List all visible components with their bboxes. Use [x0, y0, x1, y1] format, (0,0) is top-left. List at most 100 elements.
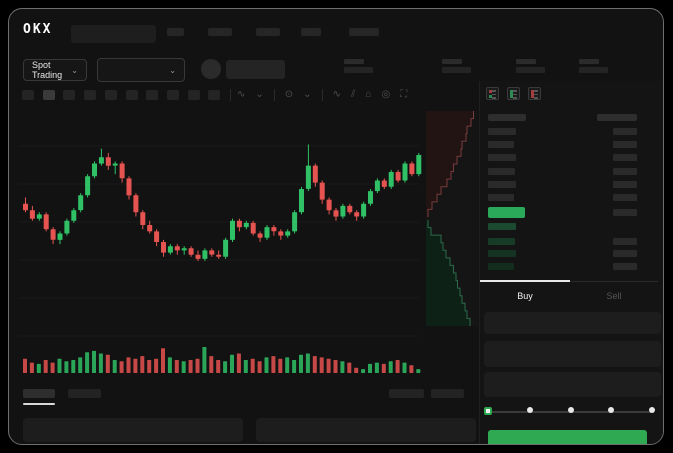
nav-item[interactable] [256, 28, 280, 36]
camera-icon[interactable]: ⌂ [365, 89, 372, 100]
timeframe-button[interactable] [125, 90, 138, 100]
active-tab-underline [23, 403, 55, 405]
timeframe-button[interactable] [187, 90, 200, 100]
timeframe-button[interactable] [146, 90, 159, 100]
nav-item[interactable] [349, 28, 379, 36]
slider-handle[interactable] [484, 407, 492, 415]
tab-sell[interactable]: Sell [606, 291, 622, 301]
bottom-tab[interactable] [23, 389, 55, 398]
market-type-label: Spot Trading [32, 60, 63, 80]
measure-icon[interactable]: ⫽ [350, 89, 356, 100]
ask-amount-bar [613, 181, 637, 188]
app-window: OKX Spot Trading ⌄ ⌄ ∿ ⌄ ⊙ ⌄ ∿ ⫽ ⌂ ◎ ⛶ [8, 8, 664, 445]
bid-amount-bar [613, 238, 637, 245]
last-price-badge [488, 207, 525, 218]
chevron-down-icon[interactable]: ⌄ [255, 89, 264, 100]
fullscreen-icon[interactable]: ⛶ [400, 89, 408, 100]
last-price-placeholder [226, 60, 285, 79]
slider-dot[interactable] [649, 407, 655, 413]
ask-row[interactable] [480, 154, 658, 161]
chevron-down-icon: ⌄ [169, 65, 176, 75]
bottom-panel[interactable] [23, 418, 243, 442]
ticker-stat-value [442, 67, 471, 73]
chart-tools: ∿ ⌄ ⊙ ⌄ ∿ ⫽ ⌂ ◎ ⛶ [237, 88, 407, 102]
chevron-down-icon[interactable]: ⌄ [303, 89, 312, 100]
okx-logo: OKX [23, 22, 53, 37]
bid-price-bar [488, 238, 515, 245]
timeframe-button[interactable] [104, 90, 117, 100]
slider-dot[interactable] [526, 407, 533, 413]
ticker-stat-value [344, 67, 373, 73]
slider-dot[interactable] [608, 407, 615, 413]
line-style-icon[interactable]: ∿ [332, 89, 341, 100]
bid-price-bar [488, 263, 514, 270]
bid-row[interactable] [480, 250, 658, 257]
buy-submit-button[interactable] [488, 430, 647, 444]
ticker-row: Spot Trading ⌄ ⌄ [9, 49, 663, 85]
timeframe-button[interactable] [63, 90, 76, 100]
ticker-stat-label [344, 59, 364, 64]
bid-row[interactable] [480, 238, 658, 245]
bid-price-bar [488, 223, 516, 230]
settings-icon[interactable]: ◎ [381, 89, 391, 100]
pair-selector[interactable]: ⌄ [97, 58, 185, 82]
ask-row[interactable] [480, 128, 658, 135]
order-price-field[interactable] [484, 312, 661, 334]
ask-amount-bar [613, 194, 637, 201]
ask-amount-bar [613, 168, 637, 175]
timeframe-button[interactable] [22, 90, 34, 100]
timeframe-button[interactable] [84, 90, 97, 100]
orderbook-trade-panel: Buy Sell [479, 81, 663, 444]
ask-row[interactable] [480, 168, 658, 175]
percent-slider[interactable] [484, 407, 655, 419]
ask-row[interactable] [480, 181, 658, 188]
ask-amount-bar [613, 154, 637, 161]
ask-price-bar [488, 194, 514, 201]
candlestick-svg [19, 144, 422, 373]
nav-item[interactable] [167, 28, 184, 36]
ask-row[interactable] [480, 141, 658, 148]
search-input[interactable] [71, 25, 156, 43]
bottom-panel[interactable] [256, 418, 476, 442]
tab-buy[interactable]: Buy [517, 291, 533, 301]
ticker-stat-value [516, 67, 545, 73]
coin-avatar [201, 59, 221, 79]
ask-price-bar [488, 141, 514, 148]
active-tab-indicator [480, 280, 570, 282]
ask-amount-bar [613, 128, 637, 135]
slider-dot[interactable] [567, 407, 574, 413]
order-total-field[interactable] [484, 372, 661, 397]
indicator-icon[interactable]: ∿ [237, 89, 246, 100]
orderbook-rows [480, 81, 658, 281]
topbar: OKX [9, 9, 663, 49]
nav-item[interactable] [301, 28, 321, 36]
bid-row[interactable] [480, 263, 658, 270]
ticker-stat-label [579, 59, 599, 64]
orderbook-header-left [488, 114, 526, 121]
depth-chart [426, 111, 474, 326]
last-price-row[interactable] [480, 207, 658, 218]
ask-row[interactable] [480, 194, 658, 201]
toolbar-divider [321, 89, 323, 101]
timeframe-button[interactable] [42, 90, 55, 100]
chart-toolbar: ∿ ⌄ ⊙ ⌄ ∿ ⫽ ⌂ ◎ ⛶ [9, 87, 477, 107]
bottom-action-placeholder[interactable] [431, 389, 464, 398]
market-type-selector[interactable]: Spot Trading ⌄ [23, 59, 87, 81]
ticker-stats [9, 49, 663, 85]
compare-icon[interactable]: ⊙ [284, 89, 294, 100]
orderbook-both-icon-icon[interactable] [486, 87, 499, 100]
orderbook-bids-icon-icon[interactable] [507, 87, 520, 100]
candlestick-chart[interactable] [19, 111, 479, 376]
ask-price-bar [488, 128, 516, 135]
bid-row[interactable] [480, 223, 658, 230]
order-amount-field[interactable] [484, 341, 661, 367]
orderbook-asks-icon-icon[interactable] [528, 87, 541, 100]
timeframe-button[interactable] [208, 90, 221, 100]
nav-item[interactable] [208, 28, 232, 36]
ask-amount-bar [613, 141, 637, 148]
bottom-action-placeholder[interactable] [389, 389, 424, 398]
bid-amount-bar [613, 250, 637, 257]
toolbar-divider [273, 89, 275, 101]
bottom-tab[interactable] [68, 389, 101, 398]
timeframe-button[interactable] [166, 90, 179, 100]
